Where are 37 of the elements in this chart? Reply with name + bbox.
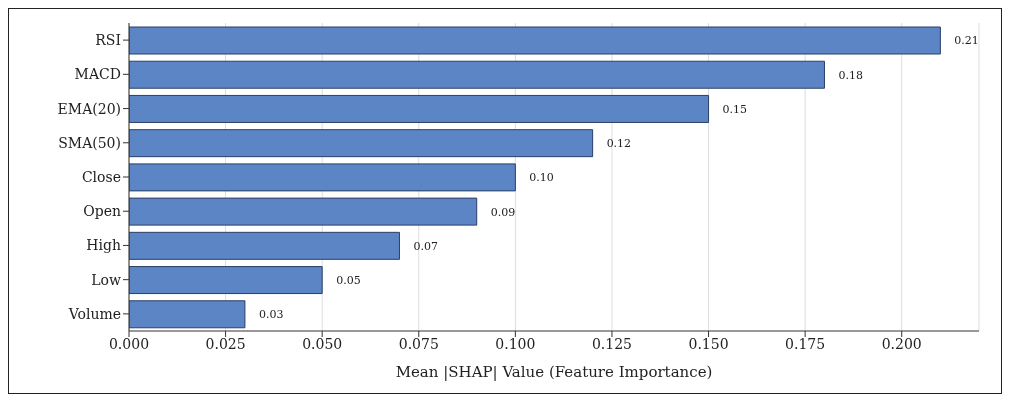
y-tick-label: High xyxy=(86,237,121,254)
y-tick-label: SMA(50) xyxy=(58,134,121,151)
x-tick-label: 0.000 xyxy=(108,335,150,352)
bar xyxy=(129,266,323,295)
x-tick-label: 0.175 xyxy=(785,335,826,352)
data-label: 0.15 xyxy=(722,102,748,116)
y-tick-label: MACD xyxy=(74,66,121,83)
data-label: 0.21 xyxy=(954,34,979,48)
y-tick-label: Open xyxy=(83,203,121,220)
bar xyxy=(129,129,594,158)
bar xyxy=(129,94,710,123)
data-label: 0.07 xyxy=(413,239,438,253)
y-tick-label: EMA(20) xyxy=(57,100,121,117)
bar xyxy=(129,163,516,192)
data-label: 0.18 xyxy=(838,68,863,82)
y-tick-label: Close xyxy=(81,168,121,185)
x-tick-label: 0.150 xyxy=(688,335,729,352)
y-tick-label: Low xyxy=(91,271,122,288)
x-tick-label: 0.050 xyxy=(302,335,343,352)
x-tick-label: 0.125 xyxy=(591,335,632,352)
bar xyxy=(129,197,478,226)
x-tick-label: 0.200 xyxy=(881,335,922,352)
y-tick-label: Volume xyxy=(67,305,121,322)
bar xyxy=(129,60,825,89)
bar xyxy=(129,26,941,55)
x-tick-label: 0.025 xyxy=(205,335,246,352)
data-label: 0.12 xyxy=(606,137,632,151)
data-label: 0.03 xyxy=(258,308,284,322)
bar xyxy=(129,231,400,260)
x-tick-label: 0.100 xyxy=(495,335,536,352)
y-tick-label: RSI xyxy=(95,32,121,49)
data-label: 0.05 xyxy=(336,273,361,287)
x-axis-title: Mean |SHAP| Value (Feature Importance) xyxy=(395,363,713,381)
data-label: 0.10 xyxy=(529,171,554,185)
x-tick-label: 0.075 xyxy=(398,335,439,352)
bar xyxy=(129,300,246,329)
data-label: 0.09 xyxy=(490,205,516,219)
